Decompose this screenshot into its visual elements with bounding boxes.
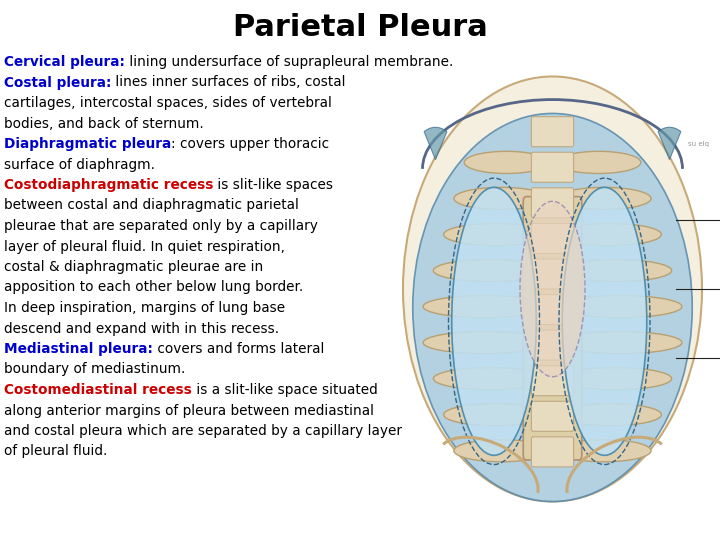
- Text: Parietal Pleura: Parietal Pleura: [233, 14, 487, 43]
- Text: lines inner surfaces of ribs, costal: lines inner surfaces of ribs, costal: [112, 76, 346, 90]
- Ellipse shape: [454, 187, 548, 210]
- Ellipse shape: [454, 440, 548, 462]
- Ellipse shape: [444, 403, 548, 426]
- Text: descend and expand with in this recess.: descend and expand with in this recess.: [4, 321, 279, 335]
- Ellipse shape: [444, 224, 548, 246]
- Text: pleurae that are separated only by a capillary: pleurae that are separated only by a cap…: [4, 219, 318, 233]
- Text: along anterior margins of pleura between mediastinal: along anterior margins of pleura between…: [4, 403, 374, 417]
- FancyBboxPatch shape: [523, 197, 582, 460]
- Text: In deep inspiration, margins of lung base: In deep inspiration, margins of lung bas…: [4, 301, 285, 315]
- Ellipse shape: [557, 403, 662, 426]
- Ellipse shape: [451, 187, 536, 455]
- Text: : covers upper thoracic: : covers upper thoracic: [171, 137, 329, 151]
- FancyBboxPatch shape: [531, 437, 574, 467]
- Text: boundary of mediastinum.: boundary of mediastinum.: [4, 362, 185, 376]
- FancyBboxPatch shape: [531, 330, 574, 360]
- Text: cartilages, intercostal spaces, sides of vertebral: cartilages, intercostal spaces, sides of…: [4, 96, 332, 110]
- Text: Cervical pleura:: Cervical pleura:: [4, 55, 125, 69]
- Text: is a slit-like space situated: is a slit-like space situated: [192, 383, 377, 397]
- FancyBboxPatch shape: [531, 224, 574, 253]
- Text: lining undersurface of suprapleural membrane.: lining undersurface of suprapleural memb…: [125, 55, 454, 69]
- Ellipse shape: [423, 332, 547, 354]
- Wedge shape: [658, 127, 681, 160]
- Ellipse shape: [464, 151, 549, 173]
- Text: surface of diaphragm.: surface of diaphragm.: [4, 158, 155, 172]
- Text: covers and forms lateral: covers and forms lateral: [153, 342, 324, 356]
- Ellipse shape: [558, 332, 682, 354]
- Text: of pleural fluid.: of pleural fluid.: [4, 444, 107, 458]
- Ellipse shape: [557, 187, 651, 210]
- Text: bodies, and back of sternum.: bodies, and back of sternum.: [4, 117, 204, 131]
- FancyBboxPatch shape: [531, 259, 574, 289]
- Text: Costomediastinal recess: Costomediastinal recess: [4, 383, 192, 397]
- Text: is slit-like spaces: is slit-like spaces: [213, 178, 333, 192]
- Ellipse shape: [562, 187, 647, 455]
- FancyBboxPatch shape: [531, 366, 574, 396]
- Ellipse shape: [433, 259, 547, 281]
- Ellipse shape: [557, 440, 651, 462]
- Text: Mediastinal pleura:: Mediastinal pleura:: [4, 342, 153, 356]
- Text: between costal and diaphragmatic parietal: between costal and diaphragmatic parieta…: [4, 199, 299, 213]
- FancyBboxPatch shape: [531, 152, 574, 183]
- Ellipse shape: [433, 368, 547, 390]
- Ellipse shape: [558, 295, 682, 318]
- Ellipse shape: [520, 201, 585, 377]
- Ellipse shape: [423, 295, 547, 318]
- Ellipse shape: [558, 259, 672, 281]
- FancyBboxPatch shape: [531, 401, 574, 431]
- Ellipse shape: [557, 224, 662, 246]
- Text: apposition to each other below lung border.: apposition to each other below lung bord…: [4, 280, 303, 294]
- Text: Costodiaphragmatic recess: Costodiaphragmatic recess: [4, 178, 213, 192]
- Ellipse shape: [558, 368, 672, 390]
- Text: Diaphragmatic pleura: Diaphragmatic pleura: [4, 137, 171, 151]
- FancyBboxPatch shape: [531, 294, 574, 325]
- Ellipse shape: [403, 77, 702, 502]
- Text: Costal pleura:: Costal pleura:: [4, 76, 112, 90]
- FancyBboxPatch shape: [531, 188, 574, 218]
- Text: layer of pleural fluid. In quiet respiration,: layer of pleural fluid. In quiet respira…: [4, 240, 285, 253]
- Ellipse shape: [557, 151, 641, 173]
- Text: costal & diaphragmatic pleurae are in: costal & diaphragmatic pleurae are in: [4, 260, 264, 274]
- Text: and costal pleura which are separated by a capillary layer: and costal pleura which are separated by…: [4, 424, 402, 438]
- Wedge shape: [424, 127, 447, 160]
- Ellipse shape: [413, 113, 692, 502]
- FancyBboxPatch shape: [531, 117, 574, 147]
- Text: su elq: su elq: [688, 141, 708, 147]
